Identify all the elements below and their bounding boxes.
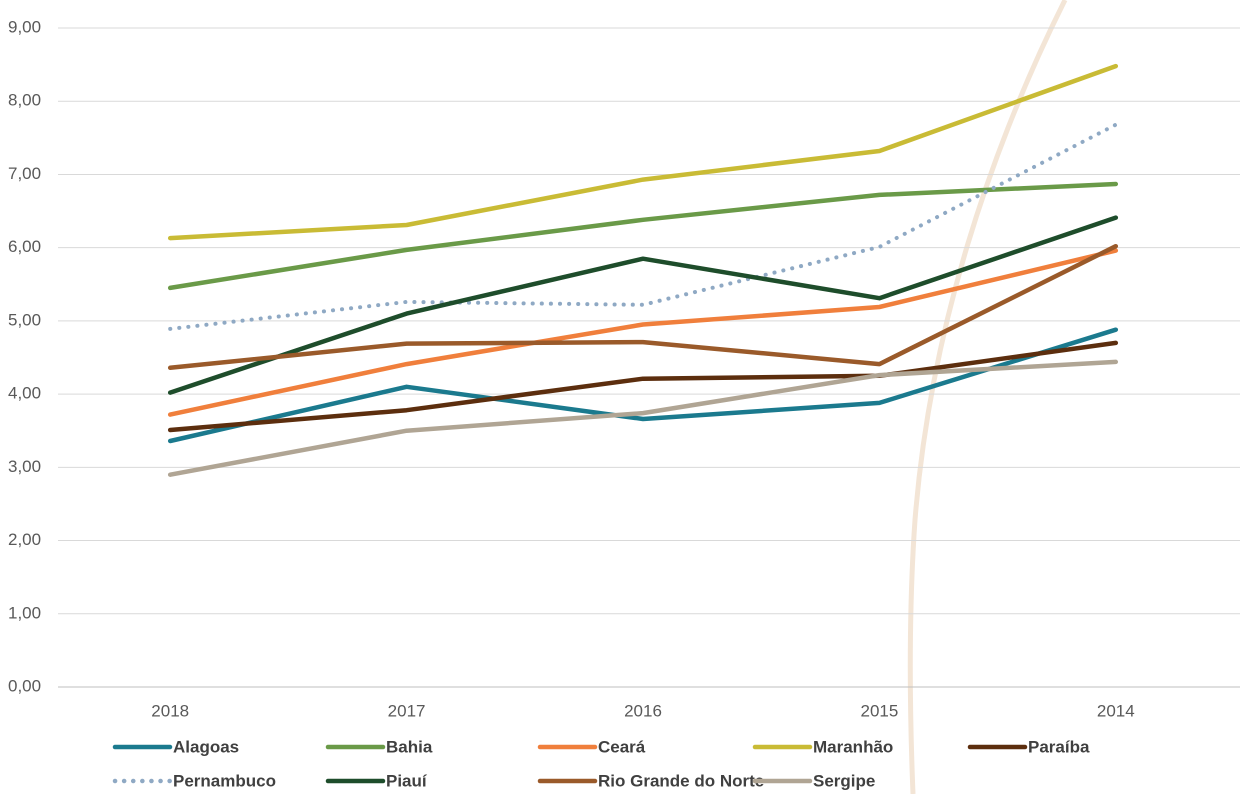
legend-label: Ceará (598, 737, 646, 756)
y-tick-label: 2,00 (8, 530, 41, 549)
legend-label: Piauí (386, 771, 428, 790)
y-tick-label: 9,00 (8, 17, 41, 36)
y-tick-label: 4,00 (8, 384, 41, 403)
legend-label: Pernambuco (173, 771, 276, 790)
x-tick-label: 2014 (1097, 701, 1135, 720)
x-tick-label: 2015 (860, 701, 898, 720)
y-tick-label: 6,00 (8, 237, 41, 256)
legend-label: Maranhão (813, 737, 893, 756)
series-line (168, 122, 1118, 331)
series-line (167, 181, 1119, 291)
y-tick-label: 5,00 (8, 310, 41, 329)
legend-label: Bahia (386, 737, 433, 756)
series-line (167, 327, 1119, 444)
legend-label: Sergipe (813, 771, 875, 790)
x-tick-label: 2017 (388, 701, 426, 720)
y-tick-label: 1,00 (8, 603, 41, 622)
y-tick-label: 0,00 (8, 676, 41, 695)
x-tick-label: 2018 (151, 701, 189, 720)
series-line (167, 340, 1119, 433)
legend-label: Rio Grande do Norte (598, 771, 764, 790)
x-tick-label: 2016 (624, 701, 662, 720)
y-tick-label: 8,00 (8, 91, 41, 110)
series-line (167, 243, 1119, 371)
y-tick-label: 7,00 (8, 164, 41, 183)
legend-label: Alagoas (173, 737, 239, 756)
series-line (167, 63, 1119, 241)
y-tick-label: 3,00 (8, 457, 41, 476)
legend-label: Paraíba (1028, 737, 1090, 756)
series-line (167, 215, 1119, 395)
decorative-curve (907, 0, 1068, 794)
series-line (167, 248, 1119, 417)
series-line (167, 359, 1119, 477)
